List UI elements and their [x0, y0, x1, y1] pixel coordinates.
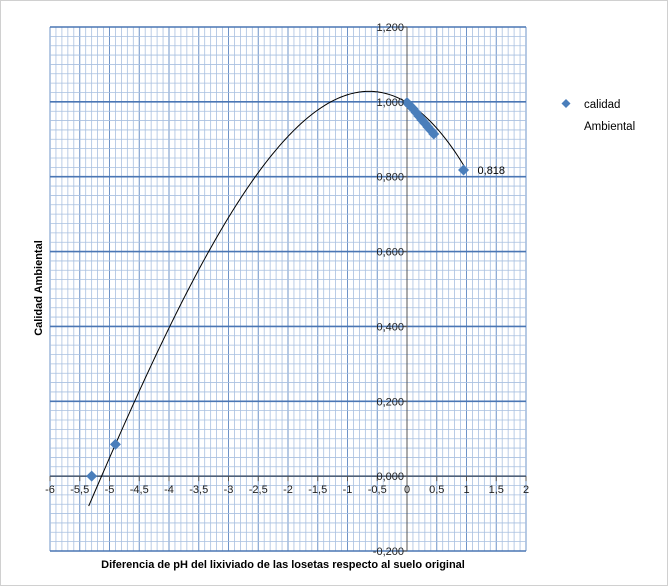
x-tick-label: -4 — [164, 484, 174, 496]
x-tick-label: -3,5 — [189, 484, 208, 496]
data-point — [428, 128, 440, 140]
x-tick-label: -4,5 — [130, 484, 149, 496]
x-tick-label: -6 — [45, 484, 55, 496]
x-tick-label: -5 — [105, 484, 115, 496]
y-tick-label: 0,000 — [376, 471, 404, 483]
y-axis-title: Calidad Ambiental — [33, 240, 45, 336]
y-tick-label: -0,200 — [373, 546, 404, 558]
data-point — [86, 470, 98, 482]
x-tick-label: 0 — [404, 484, 410, 496]
x-tick-label: -2 — [283, 484, 293, 496]
x-tick-label: -3 — [224, 484, 234, 496]
gridlines — [49, 26, 527, 552]
x-tick-label: -1 — [343, 484, 353, 496]
y-tick-label: 0,400 — [376, 321, 404, 333]
y-tick-label: 0,800 — [376, 172, 404, 184]
y-tick-label: 1,000 — [376, 97, 404, 109]
x-tick-label: -0,5 — [368, 484, 387, 496]
x-tick-label: 2 — [523, 484, 529, 496]
y-tick-label: 0,600 — [376, 247, 404, 259]
x-tick-label: -2,5 — [249, 484, 268, 496]
x-tick-label: 1 — [463, 484, 469, 496]
legend-label-line2: Ambiental — [584, 121, 635, 133]
data-point — [109, 438, 121, 450]
y-tick-label: 1,200 — [376, 22, 404, 34]
x-tick-label: -1,5 — [308, 484, 327, 496]
data-point — [458, 164, 470, 176]
x-tick-label: 0,5 — [429, 484, 444, 496]
x-axis-title: Diferencia de pH del lixiviado de las lo… — [101, 559, 465, 571]
legend-marker-diamond — [561, 99, 571, 108]
axes — [49, 26, 527, 552]
y-tick-label: 0,200 — [376, 396, 404, 408]
data-points — [86, 97, 470, 482]
x-tick-label: -5,5 — [70, 484, 89, 496]
data-label: 0,818 — [478, 165, 506, 177]
x-tick-label: 1,5 — [489, 484, 504, 496]
data-labels: 0,818 — [478, 165, 506, 177]
tick-labels: -6 -5,5 -5 -4,5 -4 -3,5 -3 -2,5 -2 -1,5 -1 -0,5 0 0,5… — [45, 22, 529, 558]
legend: calidad Ambiental — [561, 99, 635, 133]
legend-label-line1: calidad — [584, 99, 620, 111]
